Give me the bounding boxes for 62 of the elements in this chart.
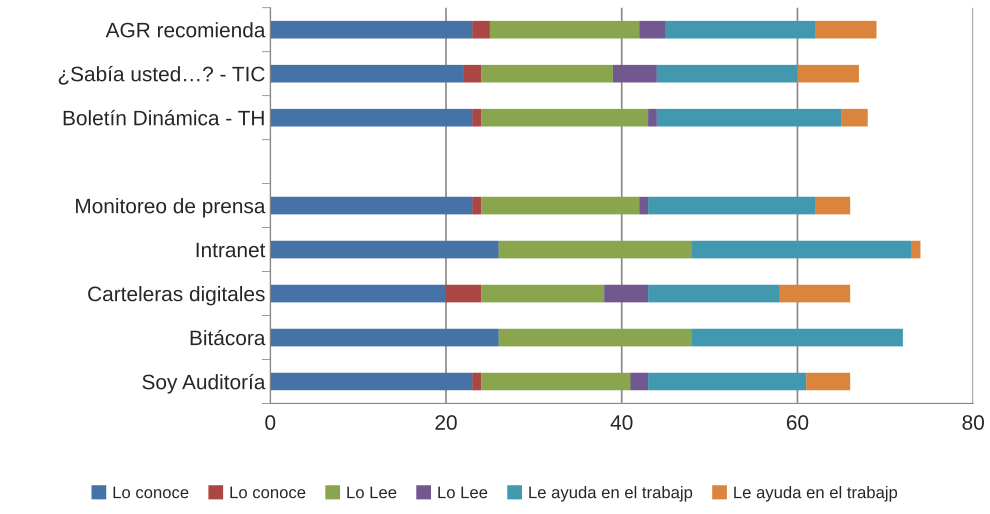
legend-label: Le ayuda en el trabajp — [734, 486, 898, 502]
bar — [490, 20, 640, 38]
bar — [604, 284, 648, 302]
bar — [498, 328, 692, 346]
bar — [270, 372, 472, 390]
bar — [841, 108, 868, 126]
bar — [270, 20, 472, 38]
legend-label: Lo conoce — [230, 486, 306, 498]
legend-label: Lo Lee — [438, 486, 488, 498]
bar — [481, 284, 604, 302]
bar — [780, 284, 850, 302]
y-tick-label: Carteleras digitales — [88, 286, 265, 306]
legend-label: Lo Lee — [347, 486, 396, 498]
bar — [472, 372, 482, 390]
bar — [472, 196, 482, 214]
bar — [472, 20, 490, 38]
x-tick-label: 0 — [265, 415, 276, 430]
y-tick-label: Monitoreo de prensa — [76, 198, 266, 218]
y-tick-label: Bitácora — [190, 330, 266, 346]
bar — [464, 64, 482, 82]
bar — [270, 328, 499, 346]
x-tick-label: 60 — [786, 415, 808, 430]
bar — [630, 372, 648, 390]
y-tick-label: Intranet — [196, 242, 266, 258]
bar — [912, 240, 920, 258]
y-tick-label: AGR recomienda — [106, 22, 266, 38]
bar — [270, 64, 464, 82]
bar — [806, 372, 850, 390]
bar — [666, 20, 816, 38]
bar — [815, 196, 850, 214]
bar — [656, 108, 842, 126]
legend-label: Lo conoce — [114, 486, 188, 498]
bar — [446, 284, 482, 302]
y-tick-label: Boletín Dinámica - TH — [64, 110, 264, 126]
bar — [648, 284, 780, 302]
x-tick-label: 20 — [435, 415, 457, 430]
bar — [498, 240, 692, 258]
bar — [815, 20, 877, 38]
bar — [270, 240, 499, 258]
y-tick-label: ¿Sabía usted…? - TIC — [58, 66, 265, 85]
bar — [472, 108, 482, 126]
bar — [639, 20, 666, 38]
bar — [692, 328, 903, 346]
x-tick-label: 80 — [962, 415, 984, 430]
bar — [639, 196, 648, 214]
bar — [481, 372, 631, 390]
bar — [648, 372, 806, 390]
bar — [270, 196, 472, 214]
legend-label: Le ayuda en el trabajp — [529, 486, 692, 502]
bar — [481, 196, 640, 214]
y-tick-label: Soy Auditoría — [142, 374, 266, 394]
bar — [656, 64, 798, 82]
bar — [481, 64, 613, 82]
bar — [270, 108, 472, 126]
bar — [270, 284, 446, 302]
x-tick-label: 40 — [610, 415, 632, 430]
bar — [648, 196, 816, 214]
bar — [612, 64, 657, 82]
bar — [481, 108, 648, 126]
bar — [648, 108, 657, 126]
bar — [797, 64, 859, 82]
bar — [692, 240, 912, 258]
